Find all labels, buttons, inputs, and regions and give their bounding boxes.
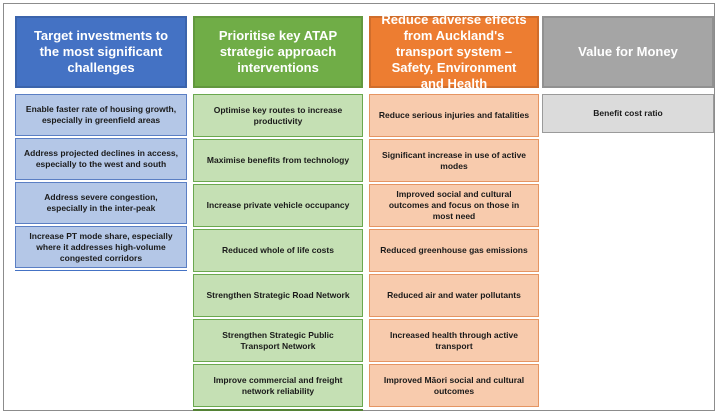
criterion-box: Increased health through active transpor… bbox=[369, 319, 539, 362]
diagram-frame: Target investments to the most significa… bbox=[3, 3, 715, 411]
criterion-box: Optimise key routes to increase producti… bbox=[193, 94, 363, 137]
criterion-box: Reduce serious injuries and fatalities bbox=[369, 94, 539, 137]
column-value-for-money: Value for Money Benefit cost ratio bbox=[542, 16, 714, 135]
criterion-box: Increase private vehicle occupancy bbox=[193, 184, 363, 227]
column-header: Prioritise key ATAP strategic approach i… bbox=[193, 16, 363, 88]
criterion-box: Enable faster rate of housing growth, es… bbox=[15, 94, 187, 136]
criterion-box: Reduced air and water pollutants bbox=[369, 274, 539, 317]
criterion-box: Reduced whole of life costs bbox=[193, 229, 363, 272]
column-header: Target investments to the most significa… bbox=[15, 16, 187, 88]
column-atap-interventions: Prioritise key ATAP strategic approach i… bbox=[193, 16, 363, 411]
criterion-box: Benefit cost ratio bbox=[542, 94, 714, 133]
criterion-box: Address severe congestion, especially in… bbox=[15, 182, 187, 224]
criterion-box: Maximise benefits from technology bbox=[193, 139, 363, 182]
criterion-box: Improved social and cultural outcomes an… bbox=[369, 184, 539, 227]
criterion-box: Increase PT mode share, especially where… bbox=[15, 226, 187, 268]
column-header: Value for Money bbox=[542, 16, 714, 88]
criterion-box: Improve commercial and freight network r… bbox=[193, 364, 363, 407]
column-target-investments: Target investments to the most significa… bbox=[15, 16, 187, 271]
criterion-box: Strengthen Strategic Road Network bbox=[193, 274, 363, 317]
column-reduce-adverse-effects: Reduce adverse effects from Auckland's t… bbox=[369, 12, 539, 409]
column-header: Reduce adverse effects from Auckland's t… bbox=[369, 12, 539, 91]
criterion-box: Reduced greenhouse gas emissions bbox=[369, 229, 539, 272]
criterion-box: Significant increase in use of active mo… bbox=[369, 139, 539, 182]
column-items: Enable faster rate of housing growth, es… bbox=[15, 94, 187, 271]
criterion-box: Improved Māori social and cultural outco… bbox=[369, 364, 539, 407]
column-items: Benefit cost ratio bbox=[542, 94, 714, 135]
criterion-box: Strengthen Strategic Public Transport Ne… bbox=[193, 319, 363, 362]
column-items: Reduce serious injuries and fatalities S… bbox=[369, 94, 539, 409]
column-items: Optimise key routes to increase producti… bbox=[193, 94, 363, 411]
criterion-box: Address projected declines in access, es… bbox=[15, 138, 187, 180]
